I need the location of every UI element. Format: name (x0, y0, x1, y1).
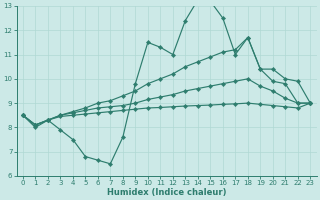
X-axis label: Humidex (Indice chaleur): Humidex (Indice chaleur) (107, 188, 226, 197)
